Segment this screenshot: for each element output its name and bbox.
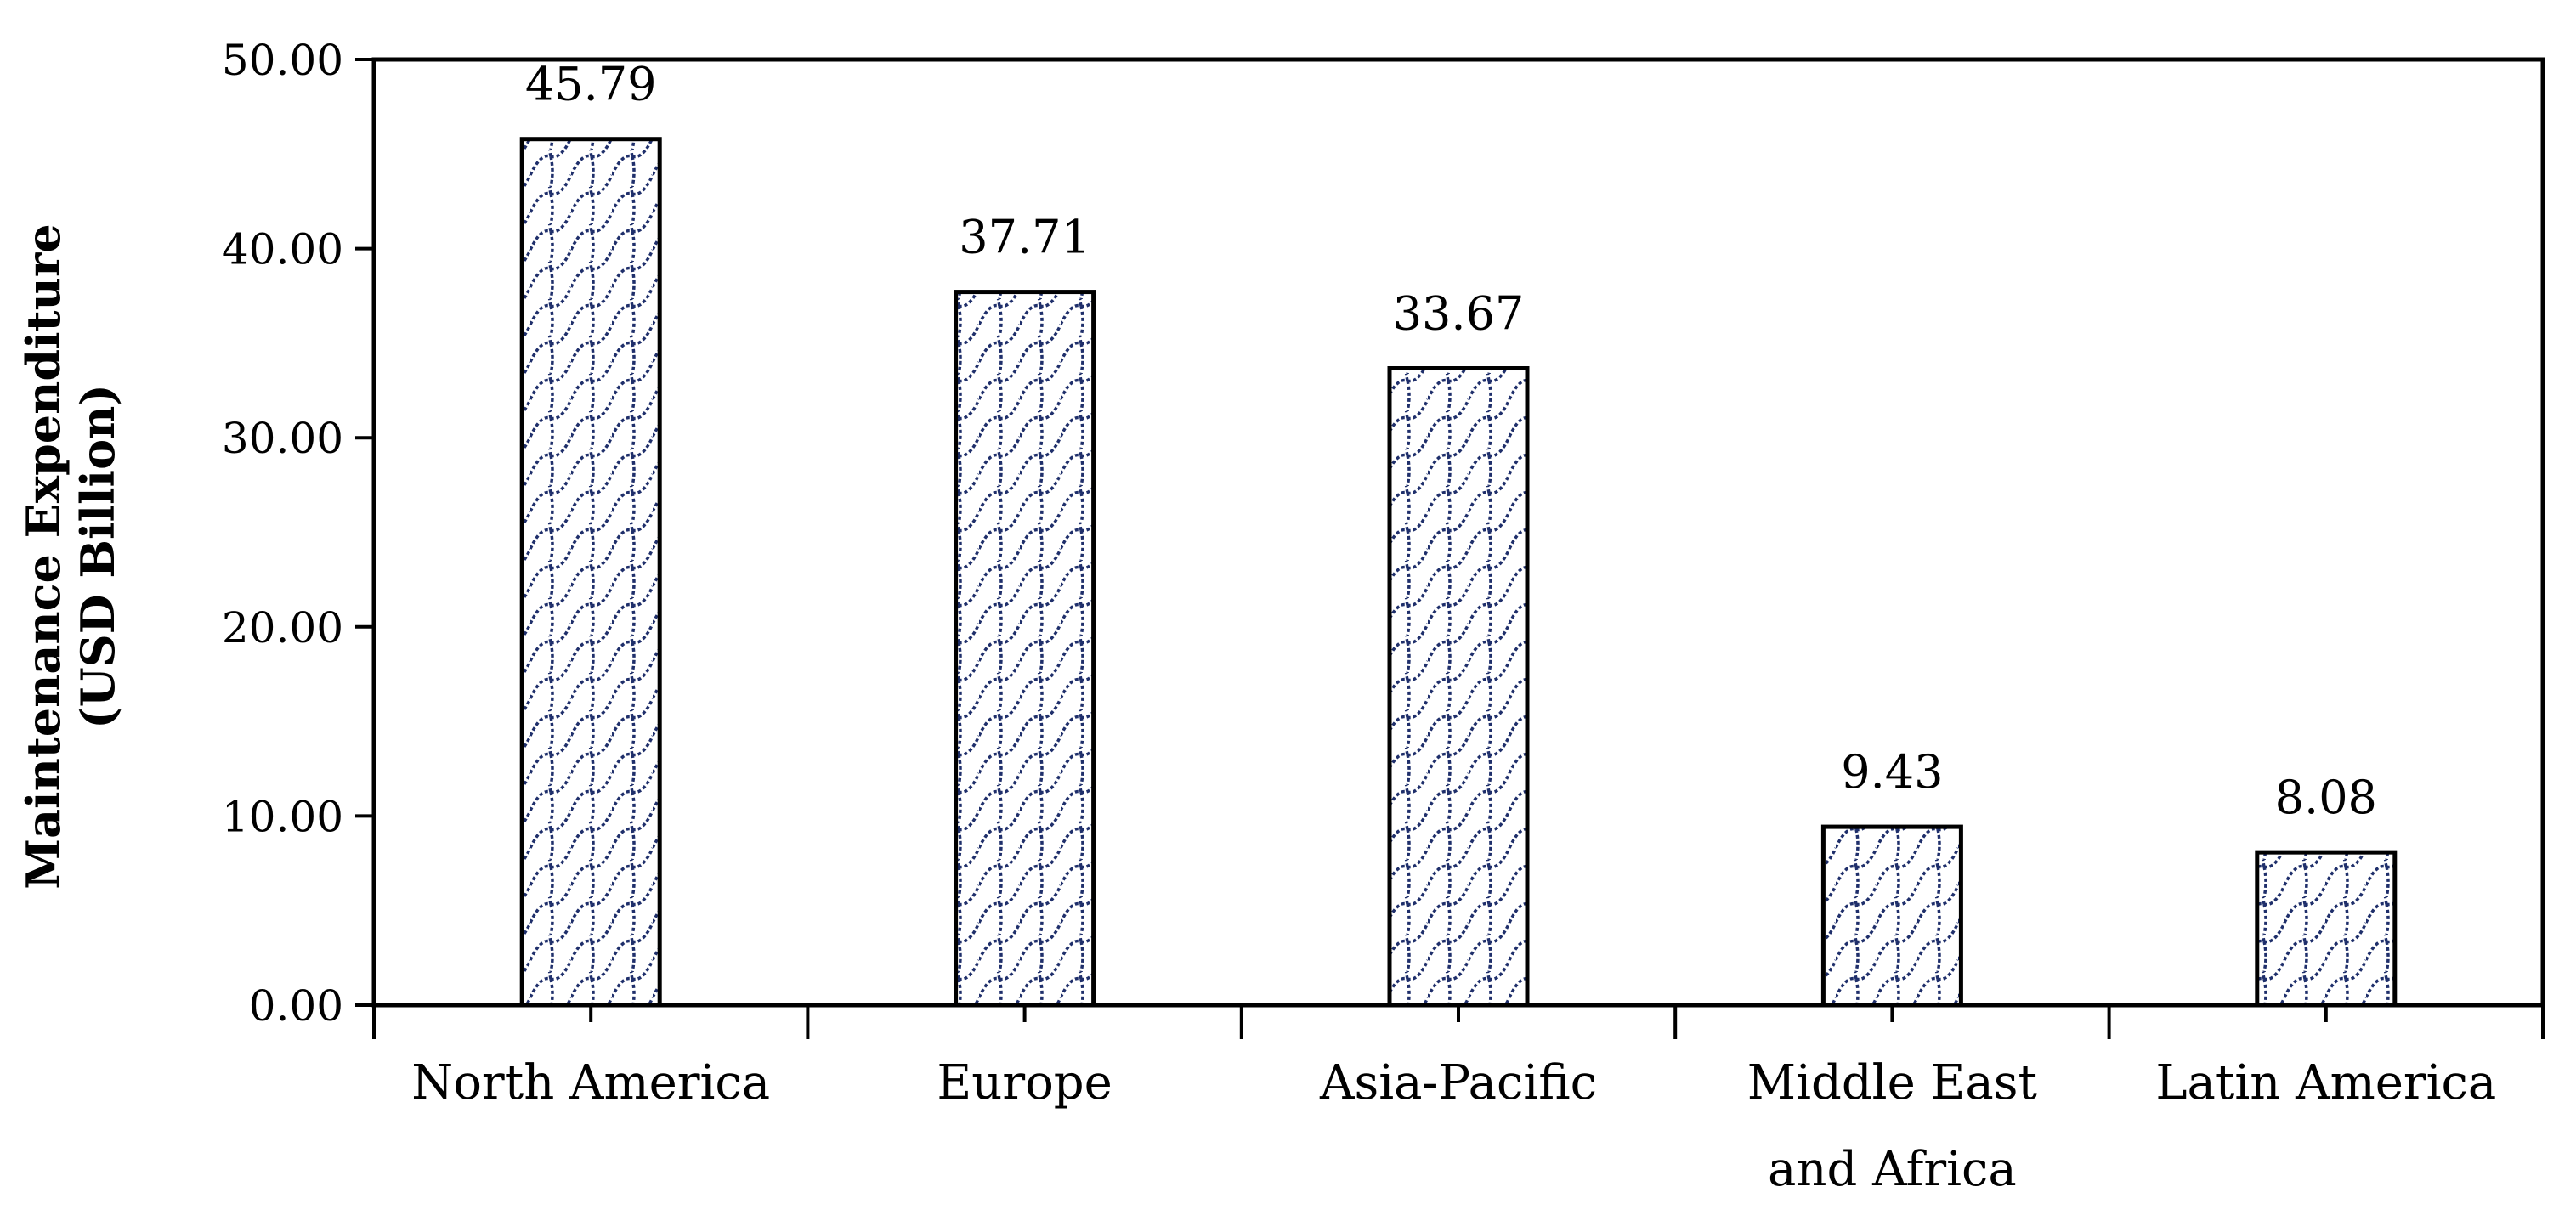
data-label: 9.43 — [1841, 745, 1943, 799]
category-label-line: North America — [411, 1055, 770, 1110]
y-tick-label: 20.00 — [222, 603, 343, 653]
y-axis-title-line-2: (USD Billion) — [71, 384, 125, 729]
bar — [1387, 366, 1530, 1008]
plot-area-frame — [371, 57, 2545, 1008]
category-label: Middle East and Africa — [1747, 1055, 2038, 1197]
data-label: 45.79 — [525, 58, 657, 111]
category-label: Asia-Pacific — [1319, 1055, 1597, 1110]
bar — [1820, 824, 1963, 1008]
x-axis-ticks — [372, 1005, 2545, 1039]
y-tick-label: 50.00 — [222, 36, 343, 85]
data-label: 8.08 — [2275, 771, 2377, 824]
category-label-line: Middle East — [1747, 1055, 2038, 1110]
bar — [519, 137, 662, 1008]
data-label: 33.67 — [1393, 287, 1525, 341]
category-label-line: Europe — [937, 1055, 1112, 1110]
y-tick-label: 40.00 — [222, 225, 343, 274]
category-labels: North America Europe Asia-Pacific Middle Ea… — [411, 1055, 2496, 1197]
category-label-line: Latin America — [2155, 1055, 2496, 1110]
bar — [2255, 850, 2398, 1008]
category-label: Latin America — [2155, 1055, 2496, 1110]
y-axis-title: Maintenance Expenditure (USD Billion) — [16, 223, 125, 889]
y-axis-title-line-1: Maintenance Expenditure — [16, 223, 71, 889]
bar — [954, 290, 1096, 1008]
y-tick-label: 10.00 — [222, 792, 343, 841]
y-tick-label: 30.00 — [222, 414, 343, 463]
category-label: North America — [411, 1055, 770, 1110]
category-label-line: Asia-Pacific — [1319, 1055, 1597, 1110]
category-label: Europe — [937, 1055, 1112, 1110]
category-label-line: and Africa — [1768, 1142, 2017, 1197]
data-labels: 45.79 37.71 33.67 9.43 8.08 — [525, 58, 2377, 824]
bars — [519, 137, 2398, 1008]
y-axis-ticks: 0.00 10.00 20.00 30.00 40.00 50.00 — [222, 36, 374, 1031]
data-label: 37.71 — [959, 211, 1090, 264]
y-tick-label: 0.00 — [249, 981, 343, 1031]
